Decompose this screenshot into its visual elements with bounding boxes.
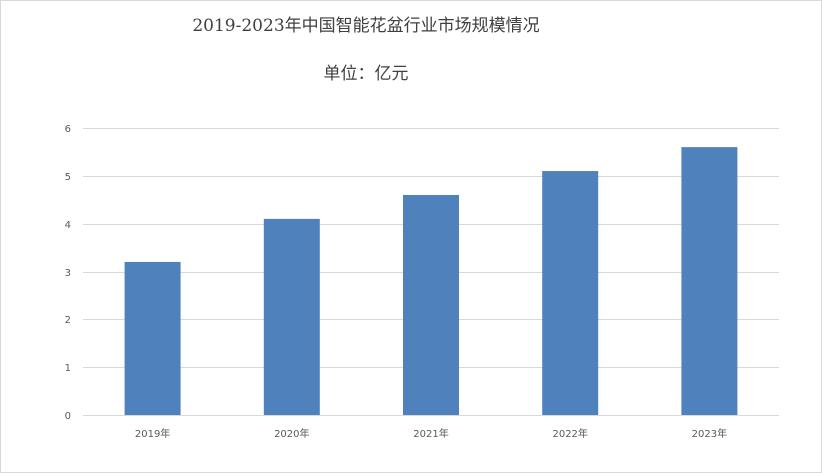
bar (403, 194, 459, 415)
y-tick-label: 2 (65, 315, 71, 326)
y-tick-label: 1 (65, 363, 71, 374)
y-tick-label: 5 (65, 172, 71, 183)
x-tick-label: 2020年 (274, 427, 309, 440)
y-tick-label: 0 (65, 411, 71, 422)
y-tick-label: 4 (65, 220, 71, 231)
x-tick-label: 2022年 (552, 427, 587, 440)
x-tick-label: 2023年 (692, 427, 727, 440)
bar (681, 147, 738, 415)
chart-subtitle: 单位：亿元 (323, 64, 409, 84)
bar (124, 261, 181, 415)
bar (263, 218, 320, 415)
y-tick-label: 6 (65, 124, 71, 135)
y-tick-label: 3 (65, 268, 71, 279)
chart-title: 2019-2023年中国智能花盆行业市场规模情况 (192, 16, 540, 36)
bar (542, 171, 599, 415)
x-tick-label: 2021年 (413, 427, 448, 440)
x-tick-label: 2019年 (135, 427, 170, 440)
